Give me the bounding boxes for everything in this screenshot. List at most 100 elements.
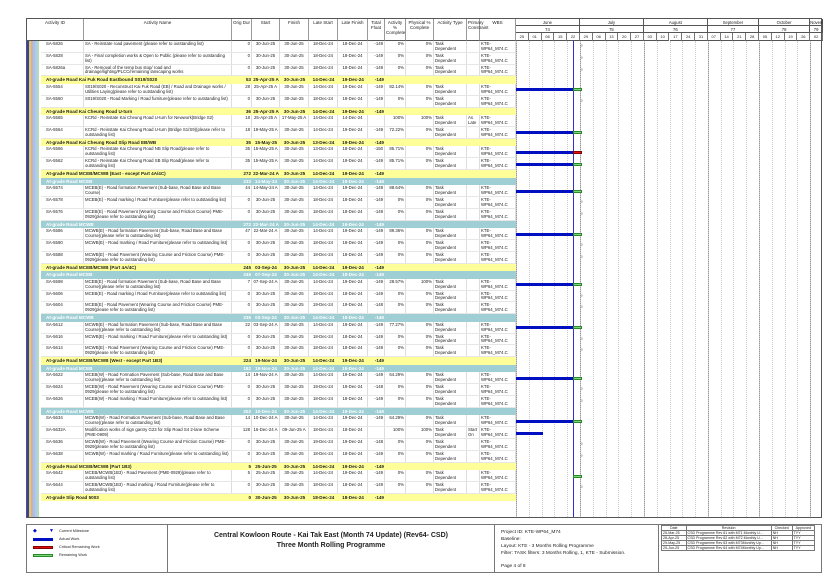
milestone-icon[interactable]: ◊ — [580, 199, 583, 204]
table-row[interactable]: SA-5574 MCEB(E) - Road formation Pavement… — [27, 185, 516, 197]
critical-remaining-bar[interactable] — [572, 150, 582, 154]
actual-bar[interactable] — [516, 283, 573, 287]
table-row[interactable]: SA-5616 MCWB(E) - Road marking / Road Fur… — [27, 333, 516, 346]
wbs-band-row[interactable]: At-grade Slip Road 5003 0 30-Jun-25 30-Jun-… — [27, 493, 516, 502]
table-row[interactable]: SA-5578 MCEB(E) - Road marking / Road Fur… — [27, 197, 516, 209]
header-finish[interactable]: Finish — [280, 19, 309, 41]
header-cons[interactable]: Primary Constraint — [467, 19, 489, 41]
cell-wbs: KTE-WP64_M74.C — [480, 396, 516, 407]
actual-bar[interactable] — [516, 131, 573, 135]
cell-type: Task Dependent — [434, 146, 467, 158]
actual-bar[interactable] — [516, 376, 573, 380]
cell-lstart: 14-Dec-24 — [309, 115, 338, 126]
wbs-band-row[interactable]: At-grade Road Kai Fuk Road Eastbound S01… — [27, 76, 516, 84]
table-row[interactable]: SA-5606 MCEB(E) - Road marking / Road Fur… — [27, 290, 516, 303]
table-row[interactable]: SA-5632A Modification works of sign gantr… — [27, 427, 516, 439]
actual-bar[interactable] — [516, 88, 573, 92]
table-row[interactable]: SA-5634 MCWB(W) - Road Formation Pavement… — [27, 415, 516, 428]
wbs-subband-row[interactable]: At-grade Road MCWB 272 22-Mar-24 A 30-Jun-2… — [27, 220, 516, 229]
remaining-bar[interactable] — [572, 88, 582, 92]
wbs-subband-row[interactable]: At-grade Road MCWB 235 03-Sep-24 A 30-Jun-2… — [27, 314, 516, 322]
header-id[interactable]: Activity ID — [27, 19, 84, 41]
wbs-subband-row[interactable]: At-grade Road MCEB 245 07-Sep-24 A 30-Jun-2… — [27, 271, 516, 279]
wbs-band-row[interactable]: At-grade Road MCEB/MCWB (Part 4A/4C) 245 0… — [27, 263, 516, 272]
milestone-icon[interactable]: ◊ — [580, 347, 583, 353]
header-act[interactable]: Activity % Complete — [385, 19, 406, 41]
table-row[interactable]: SA-5828 SA - Final completion works & Ope… — [27, 52, 516, 65]
table-row[interactable]: SA-5826a SA - Removal of the temp bus sto… — [27, 64, 516, 77]
table-row[interactable]: SA-5826 SA - Reinstate road pavement (ple… — [27, 41, 516, 53]
table-row[interactable]: SA-5636 MCWB(W) - Road Pavement (Wearing … — [27, 439, 516, 451]
cell-start: 10-Dec-24 A — [252, 415, 280, 427]
wbs-band-row[interactable]: At-grade Road MCEB/MCWB (East - except P… — [27, 170, 516, 178]
remaining-bar[interactable] — [572, 283, 582, 287]
milestone-icon[interactable]: ◊ — [580, 97, 583, 103]
header-phys[interactable]: Physical % Complete — [406, 19, 434, 41]
actual-bar[interactable] — [516, 232, 573, 236]
table-row[interactable]: SA-5644 MCEB/MCWB(1B3) - Road marking / R… — [27, 482, 516, 494]
milestone-icon[interactable]: ◊ — [580, 441, 583, 446]
milestone-icon[interactable]: ◊ — [580, 242, 583, 247]
table-row[interactable]: SA-5626 MCEB(W) - Road marking / Road Fur… — [27, 396, 516, 408]
milestone-icon[interactable]: ◊ — [580, 253, 583, 259]
table-row[interactable]: SA-5622 MCEB(W) - Road Formation Pavement… — [27, 372, 516, 385]
table-row[interactable]: SA-5612 MCWB(E) - Road formation Pavement… — [27, 321, 516, 334]
table-row[interactable]: SA-5566 KCRd - Reinstate Kai Cheung Road … — [27, 146, 516, 159]
remaining-bar[interactable] — [572, 474, 582, 478]
table-row[interactable]: SA-5560 S019/S020 - Road Marking / Road f… — [27, 95, 516, 108]
remaining-bar[interactable] — [572, 131, 582, 135]
remaining-bar[interactable] — [572, 326, 582, 330]
table-row[interactable]: SA-5554 S019/S020 - Reconstruct Kai Fuk R… — [27, 84, 516, 96]
milestone-icon[interactable]: ◊ — [580, 304, 583, 310]
table-row[interactable]: SA-5614 MCWB(E) - Road Pavement (Wearing … — [27, 345, 516, 358]
table-row[interactable]: SA-5565 KCRd - Reinstate Kai Cheung Road … — [27, 115, 516, 127]
actual-bar[interactable] — [516, 162, 573, 166]
table-row[interactable]: SA-5598 MCEB(E) - Road formation Pavement… — [27, 278, 516, 291]
milestone-icon[interactable]: ◊ — [580, 398, 583, 403]
table-row[interactable]: SA-5588 MCWB(E) - Road Pavement (Wearing … — [27, 251, 516, 264]
remaining-bar[interactable] — [572, 232, 582, 236]
header-lfinish[interactable]: Late Finish — [338, 19, 368, 41]
table-row[interactable]: SA-5642 MCEB/MCWB(1B3) - Road Pavement (P… — [27, 470, 516, 482]
wbs-band-row[interactable]: At-grade Road MCEB/MCWB (West - except P… — [27, 357, 516, 365]
milestone-icon[interactable]: ◊ — [580, 484, 583, 489]
remaining-bar[interactable] — [572, 376, 582, 380]
milestone-icon[interactable]: ◊ — [580, 386, 583, 392]
milestone-icon[interactable]: ◊ — [580, 54, 583, 60]
remaining-bar[interactable] — [572, 419, 582, 423]
actual-bar[interactable] — [516, 326, 573, 330]
milestone-icon[interactable]: ◊ — [580, 66, 583, 72]
table-row[interactable]: SA-5586 MCWB(E) - Road formation Pavement… — [27, 228, 516, 240]
actual-bar[interactable] — [516, 431, 544, 435]
header-lstart[interactable]: Late Start — [309, 19, 338, 41]
wbs-band-row[interactable]: At-grade Road MCEB/MCWB (Part 1B3) 5 25-Ju… — [27, 462, 516, 471]
wbs-band-row[interactable]: At-grade Road Kai Cheung Road U-turn 36 25… — [27, 107, 516, 116]
remaining-bar[interactable] — [572, 189, 582, 193]
milestone-icon[interactable]: ◊ — [580, 452, 583, 458]
table-row[interactable]: SA-5638 MCWB(W) - Road marking / Road Fur… — [27, 450, 516, 463]
actual-bar[interactable] — [516, 189, 573, 193]
wbs-subband-row[interactable]: At-grade Road MCWB 202 10-Dec-24 A 30-Jun-2… — [27, 407, 516, 416]
milestone-icon[interactable]: ◊ — [580, 210, 583, 216]
milestone-icon[interactable]: ◊ — [580, 43, 583, 48]
table-row[interactable]: SA-5576 MCEB(E) - Road Pavement (Wearing … — [27, 208, 516, 221]
header-start[interactable]: Start — [252, 19, 280, 41]
header-dur[interactable]: Orig Dur — [232, 19, 252, 41]
remaining-bar[interactable] — [572, 162, 582, 166]
wbs-subband-row[interactable]: At-grade Road MCEB 182 19-Nov-24 A 30-Jun-2… — [27, 364, 516, 373]
table-row[interactable]: SA-5590 MCWB(E) - Road marking / Road Fur… — [27, 240, 516, 252]
header-wbs[interactable]: WBS — [480, 19, 516, 41]
milestone-icon[interactable]: ◊ — [580, 335, 583, 341]
header-type[interactable]: Activity Type — [434, 19, 467, 41]
table-row[interactable]: SA-5604 MCEB(E) - Road Pavement (Wearing … — [27, 302, 516, 315]
header-tf[interactable]: Total Float — [368, 19, 385, 41]
wbs-band-row[interactable]: At-grade Road Kai Cheung Road Slip Road … — [27, 138, 516, 147]
milestone-icon[interactable]: ◊ — [580, 292, 583, 298]
table-row[interactable]: SA-5564 KCRd - Reinstate Kai Cheung Road … — [27, 127, 516, 139]
actual-bar[interactable] — [516, 150, 573, 154]
actual-bar[interactable] — [516, 419, 573, 423]
table-row[interactable]: SA-5624 MCEB(W) - Road Pavement (Wearing … — [27, 384, 516, 396]
table-row[interactable]: SA-5562 KCRd - Reinstate Kai Cheung Road … — [27, 158, 516, 170]
header-name[interactable]: Activity Name — [84, 19, 232, 41]
